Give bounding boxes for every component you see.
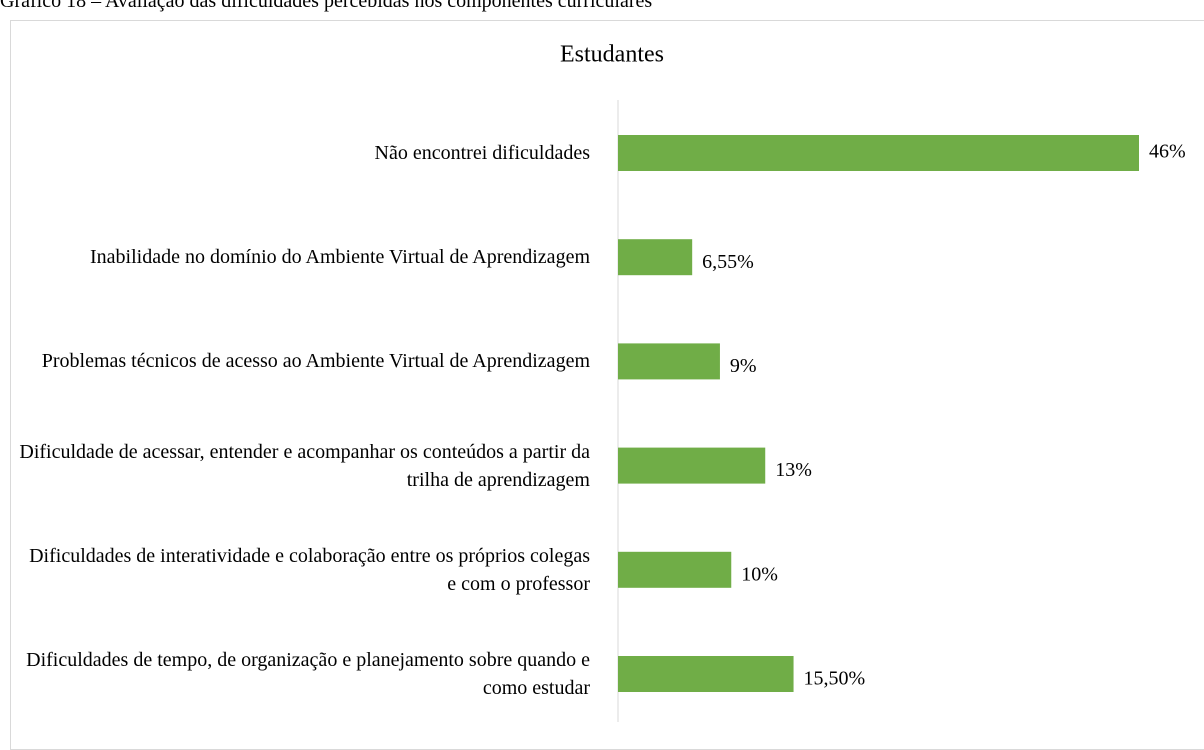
- value-label: 13%: [775, 459, 812, 481]
- value-label: 15,50%: [804, 668, 866, 690]
- bar: [618, 239, 693, 276]
- value-label: 6,55%: [702, 251, 754, 273]
- category-label: Problemas técnicos de acesso ao Ambiente…: [41, 350, 590, 373]
- value-label: 10%: [741, 563, 778, 585]
- category-label: Não encontrei dificuldades: [374, 142, 590, 164]
- bar: [618, 656, 794, 692]
- caption: Gráfico 18 – Avaliação das dificuldades …: [0, 0, 653, 12]
- value-label: 9%: [730, 355, 757, 377]
- category-label: Inabilidade no domínio do Ambiente Virtu…: [90, 246, 590, 269]
- bar: [618, 447, 766, 484]
- category-label: Dificuldade de acessar, entender e acomp…: [19, 440, 590, 491]
- category-label: Dificuldades de interatividade e colabor…: [29, 544, 590, 595]
- bar: [618, 551, 732, 588]
- bar: [618, 343, 720, 380]
- value-label: 46%: [1149, 141, 1186, 163]
- bar: [618, 135, 1139, 171]
- category-label: Dificuldades de tempo, de organização e …: [26, 649, 590, 699]
- chart-title: Estudantes: [560, 42, 664, 68]
